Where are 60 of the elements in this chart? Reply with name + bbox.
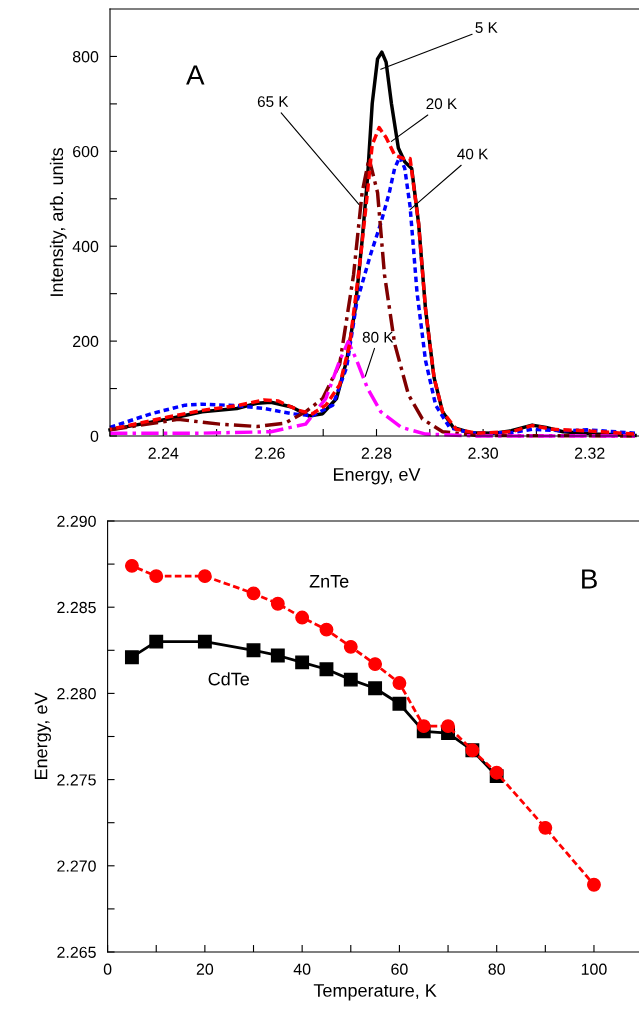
y-axis-title: Energy, eV [34,692,51,780]
x-tick-label: 2.24 [148,447,179,459]
y-tick-label: 2.285 [57,601,96,614]
y-axis-title: Intensity, arb. units [49,148,67,296]
annotation: B [582,569,597,589]
point [124,650,139,665]
point [149,569,164,584]
y-tick-label: 0 [90,430,99,442]
y-tick-label: 2.280 [57,688,96,700]
annotation: 65 K [257,96,289,108]
point [246,643,261,658]
point [343,672,358,687]
annotation: A [186,65,205,85]
x-tick-label: 60 [391,963,408,975]
point [197,634,212,649]
x-tick-label: 0 [103,963,112,975]
x-tick-label: 20 [196,963,214,975]
x-tick-label: 2.26 [255,447,285,459]
point [124,558,139,573]
point [343,639,358,654]
x-tick-label: 2.30 [468,447,499,459]
point [319,622,334,637]
point [392,696,407,711]
y-tick-label: 400 [72,240,99,253]
point [246,586,261,601]
point [295,655,310,670]
x-tick-label: 100 [581,963,607,975]
y-tick-label: 2.275 [57,774,96,786]
point [270,648,285,663]
annotation: 5 K [475,22,498,33]
annotation: 40 K [457,148,489,160]
point [587,877,601,892]
point [149,634,164,649]
point [392,676,407,691]
point [197,569,212,584]
point [489,765,504,780]
y-tick-label: 2.265 [57,946,96,958]
point [295,610,310,625]
x-tick-label: 2.32 [574,447,605,459]
y-tick-label: 200 [73,335,99,348]
x-tick-label: 40 [293,963,311,975]
y-tick-label: 600 [73,145,99,158]
y-tick-label: 2.270 [57,860,96,872]
x-tick-label: 2.28 [361,447,392,459]
x-axis-title: Temperature, K [313,984,437,1001]
y-tick-label: 2.290 [57,515,96,527]
point [441,719,455,734]
point [368,657,383,672]
x-tick-label: 80 [488,963,505,975]
point [270,596,285,611]
point [368,681,383,696]
annotation: 80 K [362,331,394,343]
point [319,662,334,677]
series-label: ZnTe [309,575,349,588]
series-label: CdTe [208,672,249,686]
annotation: 20 K [426,98,457,110]
point [538,820,553,835]
y-tick-label: 800 [72,51,99,63]
point [416,719,431,734]
x-axis-title: Energy, eV [333,468,421,485]
